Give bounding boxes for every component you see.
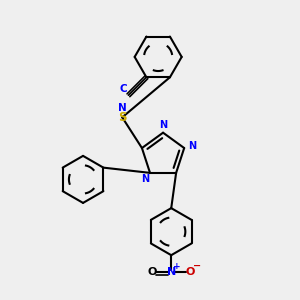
Text: N: N <box>141 175 149 184</box>
Text: −: − <box>193 261 201 271</box>
Text: C: C <box>119 84 127 94</box>
Text: N: N <box>118 103 126 113</box>
Text: N: N <box>188 140 196 151</box>
Text: O: O <box>185 267 195 277</box>
Text: S: S <box>118 111 127 124</box>
Text: N: N <box>159 119 167 130</box>
Text: O: O <box>148 267 157 277</box>
Text: +: + <box>172 262 180 271</box>
Text: N: N <box>167 267 176 277</box>
